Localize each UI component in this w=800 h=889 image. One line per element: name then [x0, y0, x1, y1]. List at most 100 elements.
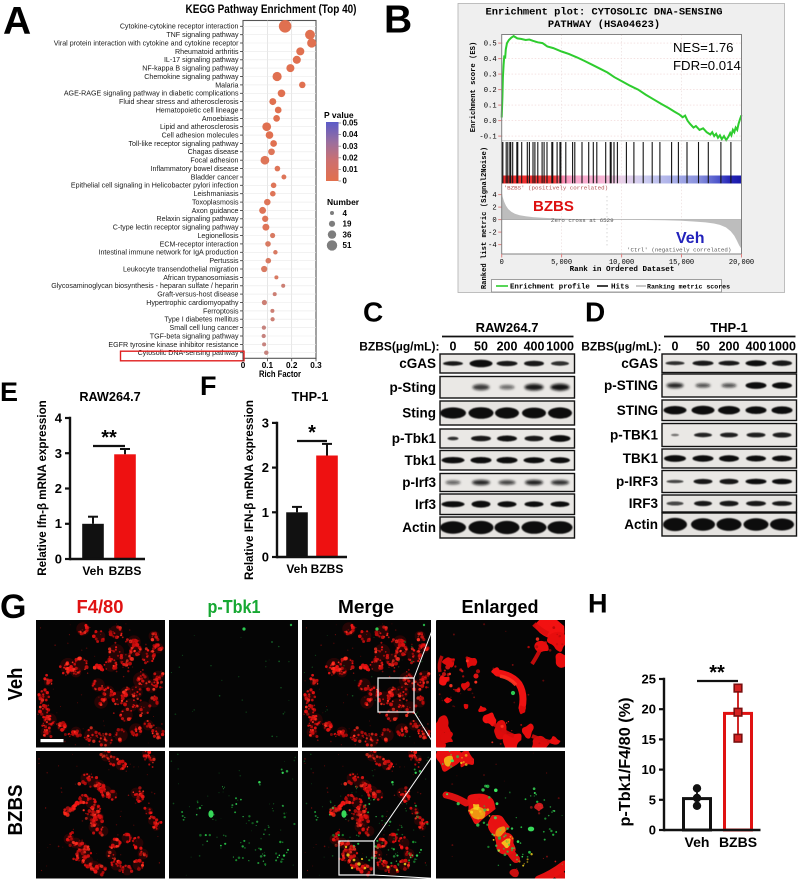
svg-text:Enlarged: Enlarged — [462, 597, 539, 617]
svg-text:p-STING: p-STING — [604, 378, 658, 393]
svg-text:Rich Factor: Rich Factor — [259, 369, 301, 379]
svg-text:2: 2 — [55, 481, 62, 496]
svg-text:-0.1: -0.1 — [479, 134, 496, 142]
svg-text:THP-1: THP-1 — [292, 390, 329, 404]
svg-text:Veh: Veh — [685, 834, 710, 850]
svg-text:'BZBS' (positively correlated): 'BZBS' (positively correlated) — [504, 185, 608, 192]
svg-text:Enrichment profile: Enrichment profile — [510, 284, 590, 292]
svg-text:Bladder cancer: Bladder cancer — [191, 173, 239, 181]
svg-text:50: 50 — [474, 340, 488, 354]
svg-text:3: 3 — [55, 446, 62, 461]
svg-text:IRF3: IRF3 — [629, 496, 659, 511]
svg-text:Chemokine signaling pathway: Chemokine signaling pathway — [144, 73, 239, 81]
svg-text:0: 0 — [343, 177, 348, 186]
svg-text:Small cell lung cancer: Small cell lung cancer — [170, 324, 240, 332]
svg-text:1: 1 — [262, 505, 269, 520]
svg-text:Ranking metric scores: Ranking metric scores — [647, 284, 730, 291]
svg-text:BZBS: BZBS — [311, 562, 344, 576]
svg-text:0.03: 0.03 — [343, 142, 359, 151]
svg-text:Hits: Hits — [611, 284, 630, 292]
svg-text:Amoebiasis: Amoebiasis — [202, 115, 239, 123]
svg-text:B: B — [384, 0, 412, 42]
svg-text:0.05: 0.05 — [343, 119, 359, 128]
svg-text:H: H — [588, 589, 608, 619]
svg-text:P value: P value — [324, 110, 354, 120]
svg-text:-4: -4 — [488, 242, 497, 250]
svg-text:Relaxin signaling pathway: Relaxin signaling pathway — [156, 215, 238, 223]
svg-text:Malaria: Malaria — [215, 81, 238, 89]
svg-text:0: 0 — [492, 217, 496, 225]
svg-text:**: ** — [709, 662, 725, 684]
svg-text:Relative IFN-β mRNA expression: Relative IFN-β mRNA expression — [243, 400, 256, 580]
svg-text:Tbk1: Tbk1 — [404, 453, 436, 468]
svg-text:Legionellosis: Legionellosis — [197, 232, 238, 240]
svg-text:Inflammatory bowel disease: Inflammatory bowel disease — [151, 165, 239, 173]
svg-text:C-type lectin receptor signali: C-type lectin receptor signaling pathway — [113, 224, 239, 232]
svg-text:**: ** — [101, 427, 117, 449]
svg-text:A: A — [3, 0, 31, 43]
svg-text:200: 200 — [497, 340, 518, 354]
svg-text:Leishmaniasis: Leishmaniasis — [194, 190, 239, 198]
svg-text:Ferroptosis: Ferroptosis — [203, 307, 239, 315]
svg-text:3: 3 — [262, 415, 269, 430]
svg-text:THP-1: THP-1 — [710, 320, 748, 335]
svg-text:cGAS: cGAS — [399, 356, 436, 371]
svg-text:Rheumatoid arthritis: Rheumatoid arthritis — [175, 48, 239, 56]
svg-text:Ranked list metric (Signal2Noi: Ranked list metric (Signal2Noise) — [481, 147, 489, 289]
svg-text:African trypanosomiasis: African trypanosomiasis — [163, 274, 239, 282]
svg-text:FDR=0.014: FDR=0.014 — [673, 58, 741, 73]
svg-text:PATHWAY (HSA04623): PATHWAY (HSA04623) — [548, 19, 660, 31]
svg-text:Veh: Veh — [5, 668, 27, 701]
svg-text:Hematopoietic cell lineage: Hematopoietic cell lineage — [156, 106, 239, 114]
svg-text:0.5: 0.5 — [484, 41, 497, 49]
svg-text:TNF signaling pathway: TNF signaling pathway — [166, 31, 239, 39]
svg-text:0.04: 0.04 — [343, 130, 359, 139]
svg-text:0: 0 — [262, 550, 269, 565]
svg-text:0: 0 — [450, 340, 457, 354]
svg-text:Merge: Merge — [338, 597, 394, 617]
svg-text:0: 0 — [500, 259, 504, 267]
svg-text:Enrichment score (ES): Enrichment score (ES) — [470, 42, 478, 133]
svg-text:p-IRF3: p-IRF3 — [616, 474, 658, 489]
svg-text:Veh: Veh — [82, 564, 103, 578]
svg-text:36: 36 — [343, 230, 352, 239]
svg-text:0.4: 0.4 — [484, 56, 497, 64]
svg-text:BZBS: BZBS — [5, 785, 27, 836]
svg-text:25: 25 — [642, 672, 656, 687]
svg-text:Relative Ifn-β mRNA expression: Relative Ifn-β mRNA expression — [36, 400, 49, 575]
svg-text:Fluid shear stress and atheros: Fluid shear stress and atherosclerosis — [119, 98, 239, 106]
svg-text:p-Tbk1: p-Tbk1 — [208, 597, 261, 617]
svg-text:Type I diabetes mellitus: Type I diabetes mellitus — [164, 316, 239, 324]
svg-text:Hypertrophic cardiomyopathy: Hypertrophic cardiomyopathy — [146, 299, 239, 307]
svg-text:0.2: 0.2 — [286, 361, 298, 370]
svg-text:0: 0 — [241, 361, 246, 370]
svg-text:STING: STING — [617, 403, 658, 418]
svg-text:0: 0 — [649, 823, 656, 838]
svg-text:Cell adhesion molecules: Cell adhesion molecules — [162, 132, 239, 140]
svg-text:p-Tbk1/F4/80 (%): p-Tbk1/F4/80 (%) — [617, 698, 634, 827]
svg-text:1: 1 — [55, 516, 62, 531]
svg-text:TGF-beta signaling pathway: TGF-beta signaling pathway — [150, 332, 239, 340]
svg-text:*: * — [308, 422, 316, 444]
svg-text:RAW264.7: RAW264.7 — [79, 390, 140, 404]
svg-text:2: 2 — [492, 205, 496, 213]
svg-text:0.01: 0.01 — [343, 165, 359, 174]
svg-text:NES=1.76: NES=1.76 — [673, 40, 733, 55]
svg-text:0.3: 0.3 — [310, 361, 322, 370]
svg-text:0.1: 0.1 — [484, 103, 497, 111]
svg-text:F4/80: F4/80 — [77, 597, 124, 617]
svg-text:0.02: 0.02 — [343, 153, 359, 162]
svg-text:20,000: 20,000 — [729, 259, 754, 267]
svg-text:20: 20 — [642, 702, 656, 717]
svg-text:IL-17 signaling pathway: IL-17 signaling pathway — [164, 56, 239, 64]
svg-text:200: 200 — [719, 340, 740, 354]
svg-text:BZBS: BZBS — [533, 198, 574, 215]
svg-text:AGE-RAGE signaling pathway in: AGE-RAGE signaling pathway in diabetic c… — [64, 90, 239, 98]
svg-text:Focal adhesion: Focal adhesion — [190, 157, 238, 165]
svg-text:Cytokine-cytokine receptor int: Cytokine-cytokine receptor interaction — [120, 23, 239, 31]
svg-text:Epithelial cell signaling in H: Epithelial cell signaling in Helicobacte… — [71, 182, 239, 190]
svg-text:1000: 1000 — [768, 340, 796, 354]
svg-text:Toxoplasmosis: Toxoplasmosis — [192, 199, 239, 207]
svg-text:4: 4 — [343, 209, 348, 218]
svg-text:0: 0 — [55, 552, 62, 567]
